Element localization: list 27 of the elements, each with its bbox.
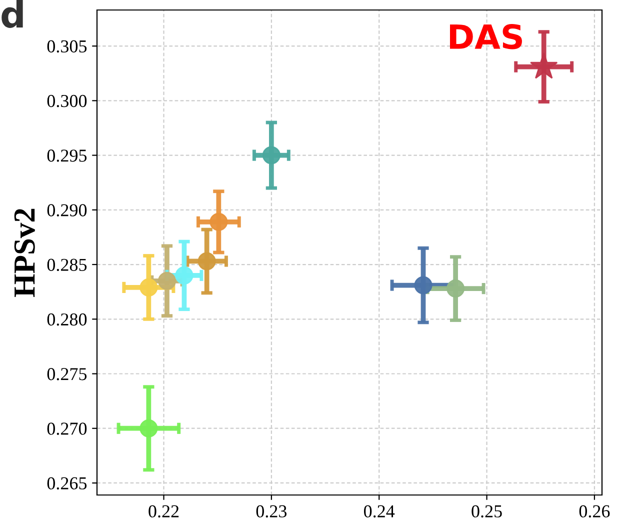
x-tick-label: 0.23	[256, 505, 287, 518]
y-tick-label: 0.265	[47, 477, 87, 490]
point	[446, 280, 465, 298]
point	[140, 419, 158, 438]
x-tick-label: 0.24	[364, 505, 395, 518]
y-axis-title: HPSv2	[14, 208, 35, 297]
point	[198, 252, 216, 270]
x-tick-label: 0.25	[472, 505, 502, 518]
point	[140, 278, 158, 296]
point	[414, 276, 432, 294]
x-tick-label: 0.26	[579, 505, 610, 518]
point	[530, 52, 558, 79]
y-tick-label: 0.270	[47, 422, 87, 435]
point	[262, 146, 280, 164]
y-tick-label: 0.290	[47, 204, 87, 216]
y-tick-label: 0.300	[47, 94, 87, 108]
point	[210, 212, 228, 231]
y-tick-label: 0.275	[47, 368, 87, 380]
y-tick-label: 0.295	[47, 150, 87, 162]
y-tick-label: 0.305	[47, 40, 87, 53]
x-tick-label: 0.22	[148, 505, 179, 518]
point	[175, 266, 194, 284]
point	[158, 272, 176, 290]
y-tick-label: 0.285	[47, 258, 87, 272]
y-tick-label: 0.280	[47, 313, 87, 326]
annotation: DAS	[450, 24, 522, 50]
text: d	[2, 0, 23, 28]
